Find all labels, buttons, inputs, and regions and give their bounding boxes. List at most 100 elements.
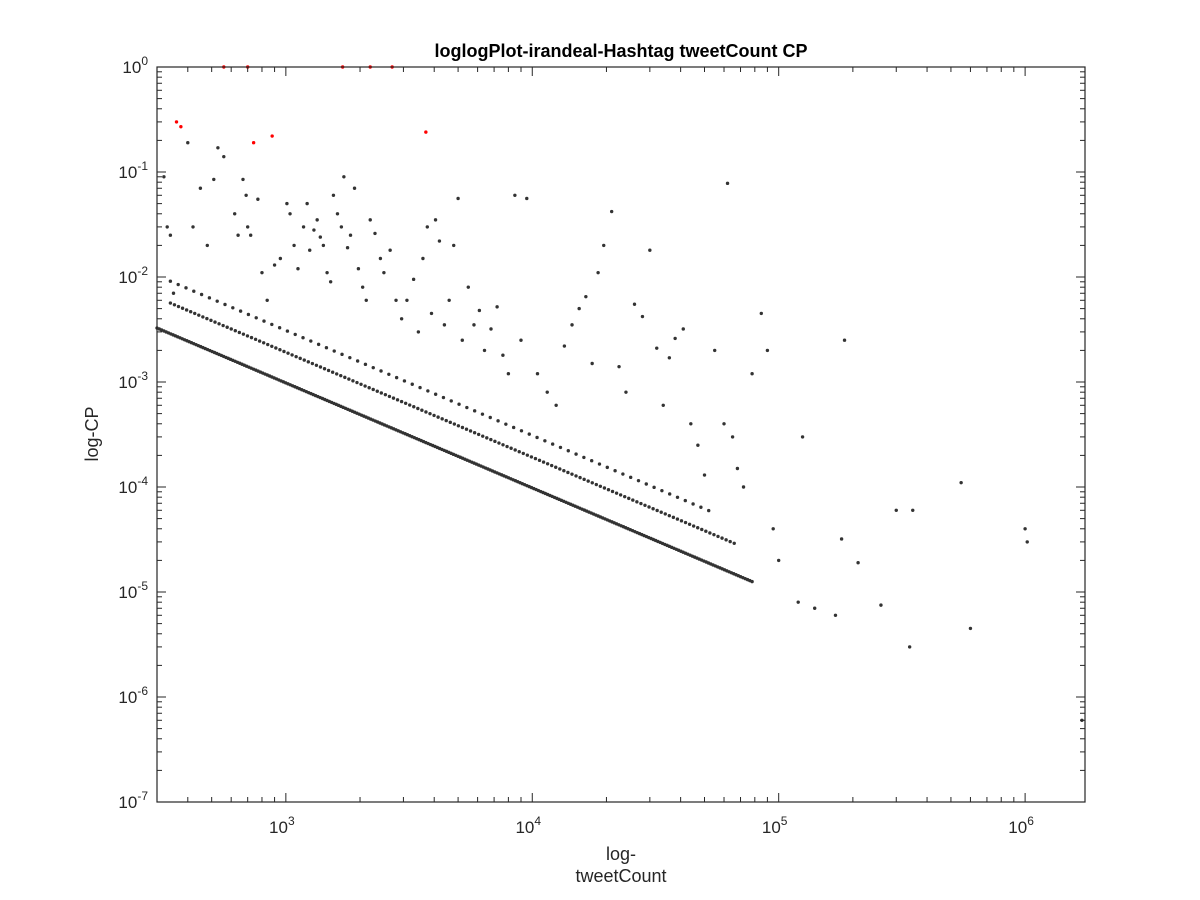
chart-title: loglogPlot-irandeal-Hashtag tweetCount C… bbox=[434, 41, 807, 61]
data-point-band-1 bbox=[472, 430, 477, 435]
x-tick-label-base: 10 bbox=[515, 818, 534, 837]
data-point bbox=[776, 558, 781, 563]
data-point-band-1 bbox=[720, 536, 724, 540]
data-point-band-2 bbox=[441, 395, 446, 400]
data-point-band-1 bbox=[509, 446, 513, 450]
data-point bbox=[236, 233, 240, 237]
data-point bbox=[364, 298, 368, 302]
y-tick-label: 10-3 bbox=[118, 369, 148, 392]
data-point-band-2 bbox=[574, 452, 578, 456]
data-point bbox=[165, 225, 169, 229]
data-point-band-2 bbox=[668, 492, 672, 496]
data-point-band-1 bbox=[724, 538, 728, 542]
data-point-band-2 bbox=[199, 292, 204, 297]
data-point-band-1 bbox=[375, 389, 379, 393]
data-point-band-2 bbox=[449, 399, 453, 403]
data-point-band-1 bbox=[241, 332, 246, 336]
data-point-band-1 bbox=[537, 458, 542, 463]
data-point-band-1 bbox=[606, 488, 611, 492]
data-point-band-1 bbox=[424, 410, 428, 414]
data-point bbox=[232, 212, 237, 216]
data-point-band-1 bbox=[403, 401, 408, 406]
data-point-band-1 bbox=[302, 358, 306, 362]
y-tick-label-base: 10 bbox=[118, 268, 137, 287]
y-tick-label-base: 10 bbox=[122, 58, 141, 77]
data-point-band-2 bbox=[652, 485, 656, 490]
data-point-band-2 bbox=[613, 469, 617, 473]
data-point-band-1 bbox=[602, 486, 607, 490]
data-point-band-1 bbox=[696, 526, 700, 530]
data-point-band-2 bbox=[488, 415, 492, 420]
data-point-band-2 bbox=[504, 422, 508, 426]
x-axis-label-line-2: tweetCount bbox=[575, 866, 666, 886]
data-point-band-2 bbox=[558, 445, 563, 450]
data-point-band-2 bbox=[511, 425, 516, 430]
y-tick-label: 10-1 bbox=[118, 159, 148, 182]
data-point-band-2 bbox=[371, 365, 375, 370]
data-point bbox=[765, 348, 770, 353]
data-point bbox=[722, 422, 726, 426]
y-tick-label: 10-4 bbox=[118, 474, 148, 497]
y-tick-label-exponent: -1 bbox=[137, 159, 148, 173]
data-point bbox=[360, 285, 365, 289]
data-point-band-2 bbox=[636, 478, 641, 483]
data-point-band-1 bbox=[274, 346, 278, 350]
data-point-band-1 bbox=[456, 424, 461, 428]
data-point-band-1 bbox=[363, 384, 367, 388]
data-point-band-2 bbox=[324, 346, 329, 350]
data-point-band-1 bbox=[347, 377, 351, 381]
data-point-band-1 bbox=[704, 529, 708, 533]
data-point-band-1 bbox=[493, 439, 497, 444]
data-point-band-1 bbox=[643, 503, 647, 507]
data-point-band-1 bbox=[732, 541, 736, 546]
y-tick-label-exponent: 0 bbox=[141, 54, 148, 68]
data-point bbox=[244, 193, 248, 197]
data-point-band-1 bbox=[193, 311, 197, 316]
data-point-band-2 bbox=[597, 462, 602, 466]
data-point bbox=[489, 327, 493, 331]
data-point-band-1 bbox=[663, 512, 667, 516]
data-point-band-1 bbox=[343, 375, 347, 380]
data-point bbox=[205, 243, 209, 248]
data-point-band-1 bbox=[468, 429, 473, 433]
data-point bbox=[325, 270, 329, 275]
data-point-band-1 bbox=[172, 303, 177, 307]
data-point bbox=[741, 485, 746, 489]
data-point bbox=[388, 248, 392, 252]
y-tick-label: 10-6 bbox=[118, 684, 148, 707]
data-point bbox=[339, 225, 344, 229]
data-point-band-1 bbox=[335, 372, 339, 376]
data-point-band-1 bbox=[578, 475, 582, 480]
data-point bbox=[272, 263, 277, 267]
y-tick-label-base: 10 bbox=[118, 163, 137, 182]
data-point bbox=[301, 225, 306, 229]
data-point-band-2 bbox=[644, 482, 648, 486]
data-point-band-2 bbox=[184, 286, 188, 290]
data-point bbox=[602, 243, 606, 248]
data-point-band-1 bbox=[290, 353, 294, 357]
data-point bbox=[456, 196, 460, 201]
data-point-band-1 bbox=[184, 308, 189, 312]
data-point-band-0 bbox=[750, 579, 754, 584]
data-point bbox=[577, 306, 581, 311]
x-tick-label-exponent: 5 bbox=[781, 814, 788, 828]
data-point-band-2 bbox=[215, 299, 219, 303]
data-point-band-1 bbox=[399, 399, 404, 404]
data-point bbox=[648, 248, 652, 252]
data-point-band-1 bbox=[180, 306, 185, 310]
data-point bbox=[681, 327, 685, 331]
y-tick-label-exponent: -5 bbox=[137, 579, 148, 593]
data-point-band-1 bbox=[529, 455, 534, 459]
data-point bbox=[667, 356, 672, 360]
data-point-band-1 bbox=[221, 323, 225, 328]
data-point-band-1 bbox=[485, 436, 489, 440]
data-point bbox=[416, 330, 421, 334]
y-tick-label-exponent: -3 bbox=[137, 369, 148, 383]
data-point bbox=[429, 311, 434, 316]
data-point-band-1 bbox=[330, 370, 335, 374]
data-point-band-2 bbox=[301, 336, 305, 340]
data-point-band-1 bbox=[310, 361, 315, 366]
data-point-band-1 bbox=[716, 534, 720, 539]
data-point bbox=[256, 197, 260, 201]
